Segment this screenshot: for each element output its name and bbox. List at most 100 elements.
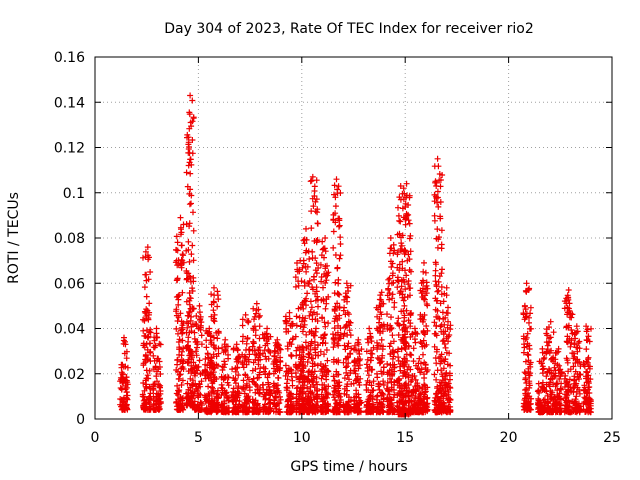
data-point bbox=[553, 349, 560, 356]
data-point bbox=[553, 399, 560, 406]
data-point bbox=[233, 356, 240, 363]
data-point bbox=[321, 384, 328, 391]
data-point bbox=[192, 369, 199, 376]
data-point bbox=[330, 211, 337, 218]
data-point bbox=[307, 390, 314, 397]
data-point bbox=[408, 310, 415, 316]
data-point bbox=[416, 355, 423, 362]
data-point bbox=[157, 371, 164, 377]
data-point bbox=[145, 399, 152, 406]
data-point bbox=[423, 403, 430, 410]
data-point bbox=[567, 366, 574, 373]
data-point bbox=[369, 403, 375, 410]
data-point bbox=[118, 386, 125, 393]
data-point bbox=[395, 332, 402, 338]
data-point bbox=[432, 306, 439, 313]
data-point bbox=[153, 393, 160, 400]
data-point bbox=[437, 199, 444, 205]
data-point bbox=[185, 238, 192, 245]
data-point bbox=[435, 203, 442, 210]
data-point bbox=[186, 223, 193, 230]
data-point bbox=[340, 403, 347, 410]
data-point bbox=[522, 336, 529, 343]
data-point bbox=[310, 203, 317, 210]
data-point bbox=[314, 387, 321, 394]
data-point bbox=[343, 355, 350, 362]
data-point bbox=[536, 389, 543, 396]
data-point bbox=[389, 260, 396, 267]
data-point bbox=[586, 365, 593, 372]
x-tick-label: 20 bbox=[500, 430, 518, 446]
data-point bbox=[403, 215, 409, 222]
data-point bbox=[118, 369, 125, 376]
data-point bbox=[436, 171, 443, 177]
data-point bbox=[208, 301, 215, 308]
data-point bbox=[546, 335, 553, 342]
data-point bbox=[548, 370, 555, 377]
data-point bbox=[389, 332, 396, 339]
data-point bbox=[242, 311, 249, 318]
data-point bbox=[211, 334, 217, 341]
data-point bbox=[174, 247, 181, 254]
data-point bbox=[300, 260, 307, 267]
data-point bbox=[526, 325, 533, 332]
y-tick-label: 0.04 bbox=[54, 322, 85, 338]
data-point bbox=[277, 346, 284, 353]
data-point bbox=[374, 313, 381, 320]
data-point bbox=[121, 334, 127, 341]
data-point bbox=[421, 312, 428, 318]
data-point bbox=[177, 358, 184, 365]
data-point bbox=[313, 325, 319, 332]
data-point bbox=[187, 170, 194, 177]
data-point bbox=[351, 357, 358, 364]
data-point bbox=[251, 313, 258, 320]
data-point bbox=[319, 372, 326, 379]
data-point bbox=[179, 377, 186, 384]
data-point bbox=[417, 397, 424, 404]
data-point bbox=[174, 276, 181, 283]
data-point bbox=[211, 311, 218, 318]
data-point bbox=[342, 364, 349, 371]
data-point bbox=[230, 346, 237, 353]
data-point bbox=[408, 351, 414, 358]
data-point bbox=[332, 397, 339, 403]
data-point bbox=[120, 377, 127, 384]
data-point bbox=[336, 217, 343, 224]
data-point bbox=[523, 386, 530, 393]
data-point bbox=[321, 254, 327, 261]
data-point bbox=[246, 351, 253, 358]
data-point bbox=[312, 198, 319, 205]
data-point bbox=[312, 208, 319, 215]
data-point bbox=[396, 377, 402, 384]
data-point bbox=[178, 264, 185, 271]
data-point bbox=[270, 380, 277, 387]
data-point bbox=[334, 300, 341, 307]
data-point bbox=[190, 209, 196, 216]
data-point bbox=[409, 377, 416, 383]
data-point bbox=[306, 277, 313, 284]
data-point bbox=[332, 203, 339, 210]
data-point bbox=[341, 342, 348, 349]
chart-title: Day 304 of 2023, Rate Of TEC Index for r… bbox=[164, 21, 534, 37]
data-point bbox=[215, 350, 222, 357]
data-point bbox=[447, 362, 454, 369]
data-point bbox=[330, 336, 337, 342]
data-point bbox=[432, 407, 439, 414]
data-point bbox=[320, 245, 327, 252]
data-point bbox=[373, 325, 380, 332]
data-point bbox=[521, 316, 528, 323]
data-point bbox=[311, 408, 318, 415]
data-point bbox=[583, 390, 590, 397]
data-point bbox=[386, 296, 393, 303]
data-point bbox=[306, 256, 313, 262]
data-point bbox=[253, 310, 259, 317]
data-point bbox=[527, 304, 534, 311]
data-point bbox=[402, 267, 408, 274]
data-point bbox=[303, 247, 310, 254]
data-point bbox=[305, 350, 312, 357]
data-point bbox=[185, 342, 191, 349]
x-tick-label: 5 bbox=[194, 430, 203, 446]
data-point bbox=[376, 342, 382, 349]
data-point bbox=[367, 334, 374, 341]
data-point bbox=[188, 200, 194, 207]
